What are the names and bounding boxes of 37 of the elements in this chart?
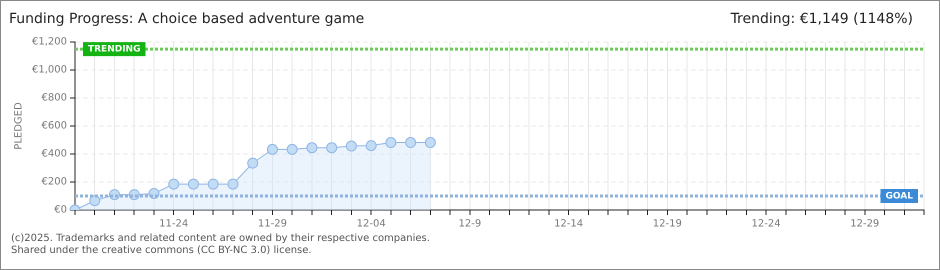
y-tick-label: €200 [42,176,67,188]
ref-line-label: TRENDING [88,44,140,54]
x-tick-label: 12-24 [752,218,781,230]
point [286,144,298,155]
point [247,158,258,169]
point [89,195,100,206]
text: (c)2025. Trademarks and related content are owned by their respective companies. [11,233,431,245]
x-tick-label: 12-19 [652,218,682,230]
y-tick-label: €800 [42,92,67,104]
point [168,178,180,190]
point [266,144,278,155]
y-axis-title: PLEDGED [14,102,25,150]
point [208,178,219,190]
x-tick-label: 12-9 [458,218,482,230]
point [385,137,396,148]
point [326,142,338,154]
chart-subtitle: Trending: €1,149 (1148%) [730,11,913,29]
y-tick-label: €600 [42,120,67,132]
text: Shared under the creative commons (CC BY-NC 3.0) license. [11,245,313,257]
y-tick-label: €400 [42,148,67,160]
point [346,140,357,152]
x-tick-label: 11-24 [159,218,188,230]
point [188,178,199,190]
y-tick-label: €1,000 [32,64,67,76]
point [306,142,318,154]
x-tick-label: 11-29 [258,218,287,230]
x-tick-label: 12-04 [356,218,386,230]
ref-line-label: GOAL [886,191,914,202]
point [424,137,436,148]
chart-title: Funding Progress: A choice based adventure game [9,11,364,29]
x-tick-label: 12-14 [554,218,584,230]
point [227,178,238,190]
point [405,137,416,148]
point [366,140,377,152]
y-tick-label: €0 [54,204,67,216]
y-tick-label: €1,200 [32,36,67,48]
x-tick-label: 12-29 [850,218,880,230]
